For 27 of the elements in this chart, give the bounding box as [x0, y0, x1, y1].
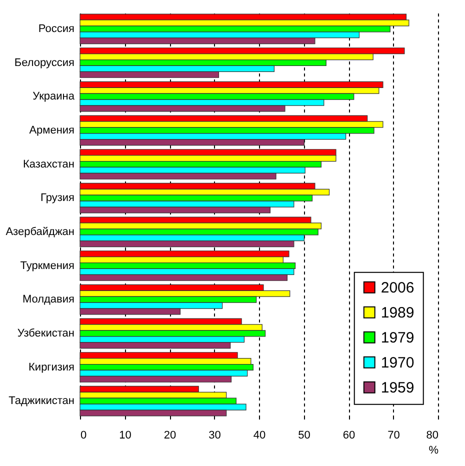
- x-axis-title: %: [428, 444, 439, 456]
- y-tick-label: Россия: [38, 22, 75, 35]
- x-tick-label: 40: [253, 430, 266, 442]
- y-tick-label: Молдавия: [22, 294, 75, 306]
- y-tick-label: Таджикистан: [8, 395, 74, 408]
- legend-label: 1970: [380, 354, 414, 372]
- y-tick-label: Армения: [29, 124, 75, 136]
- x-tick-label: 0: [80, 430, 87, 442]
- y-tick-label: Белоруссия: [14, 56, 75, 69]
- x-tick-label: 20: [164, 430, 176, 442]
- x-tick-label: 50: [298, 430, 310, 442]
- x-tick-label: 30: [208, 430, 221, 442]
- x-tick-label: 60: [342, 430, 356, 442]
- y-tick-label: Узбекистан: [17, 327, 74, 340]
- legend-label: 1979: [380, 329, 414, 346]
- y-tick-label: Азербайджан: [6, 226, 74, 238]
- x-tick-label: 70: [388, 430, 400, 442]
- legend-label: 1989: [380, 304, 414, 322]
- y-tick-label: Киргизия: [28, 361, 75, 374]
- y-tick-label: Украина: [32, 90, 76, 103]
- x-tick-label: 80: [426, 430, 438, 442]
- y-tick-label: Грузия: [40, 192, 75, 204]
- x-tick-label: 10: [119, 430, 132, 442]
- legend-label: 2006: [380, 279, 414, 296]
- legend-label: 1959: [380, 379, 414, 396]
- y-tick-label: Казахстан: [22, 158, 74, 170]
- y-tick-label: Туркмения: [20, 260, 75, 272]
